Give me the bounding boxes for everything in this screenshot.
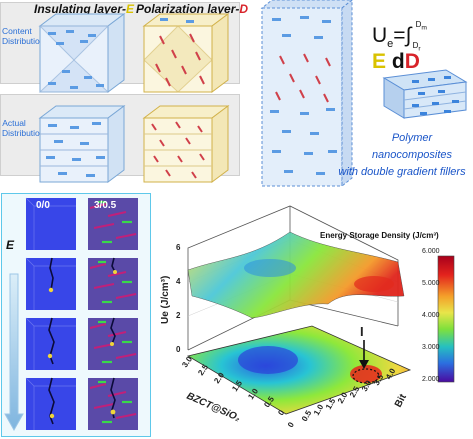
svg-text:1.0: 1.0 — [312, 402, 326, 417]
colorbar-tick: 2.000 — [422, 376, 440, 383]
field-label: E — [6, 238, 15, 252]
svg-text:0: 0 — [176, 345, 181, 354]
z-axis-ticks: 0 2 4 6 — [176, 243, 181, 354]
energy-density-equation: Ue=∫ Dm Dr E dD — [372, 20, 427, 74]
energy-density-surface-plot: 0 2 4 6 Ue (J/cm³) 3.0 2.5 2.0 1.5 1.0 0… — [152, 192, 473, 439]
insulating-actual-cube — [38, 105, 126, 183]
plot-title: Energy Storage Density (J/cm³) — [320, 231, 439, 240]
colorbar-tick: 3.000 — [422, 344, 440, 351]
field-direction-arrow — [4, 273, 24, 432]
polarization-layer-header: Polarization layer-D — [136, 2, 249, 16]
filler-streaks — [89, 200, 137, 424]
gradient-layered-slab — [260, 0, 353, 188]
svg-text:6: 6 — [176, 243, 181, 252]
frame-label-3-0.5: 3/0.5 — [94, 200, 117, 211]
point-I-marker: I — [352, 324, 380, 384]
y-axis-label: Bit — [393, 392, 409, 410]
actual-distribution-label: Actual Distribution — [2, 118, 45, 138]
svg-text:4: 4 — [176, 277, 181, 286]
frame-label-0-0: 0/0 — [36, 200, 50, 211]
breakdown-simulation-panel: 0/0 3/0.5 E — [1, 193, 151, 437]
floor-high-region — [350, 365, 382, 383]
blue-filler-platelets-1 — [48, 30, 104, 89]
colorbar-tick: 5.000 — [422, 280, 440, 287]
x-axis-label: BZCT@SiO₂ — [185, 391, 242, 424]
colorbar-tick: 6.000 — [422, 248, 440, 255]
svg-text:2: 2 — [176, 311, 181, 320]
content-distribution-label: Content Distribution — [2, 26, 45, 46]
colorbar — [437, 255, 455, 383]
composite-caption: Polymer nanocomposites with double gradi… — [338, 132, 466, 178]
svg-text:0: 0 — [286, 420, 296, 429]
colorbar-tick: 4.000 — [422, 312, 440, 319]
polarization-content-cube — [142, 13, 230, 93]
simulation-frames — [4, 197, 138, 432]
svg-text:I: I — [360, 324, 364, 339]
svg-text:0.5: 0.5 — [300, 408, 314, 423]
polarization-actual-cube — [142, 105, 230, 183]
schematic-drawing — [38, 0, 468, 188]
red-filler-rods-2 — [155, 33, 205, 87]
floor-contour-map — [186, 325, 412, 415]
insulating-layer-header: Insulating layer-E — [34, 2, 135, 16]
frames-column-0-0 — [25, 197, 76, 430]
svg-text:0: 0 — [276, 408, 286, 417]
insulating-content-cube — [38, 13, 126, 93]
top-schematic-panel: Insulating layer-E Polarization layer-D … — [0, 0, 473, 190]
floor-low-region — [238, 346, 298, 374]
z-axis-label: Ue (J/cm³) — [160, 276, 171, 324]
energy-surface — [187, 231, 405, 319]
composite-film-3d — [382, 69, 468, 119]
